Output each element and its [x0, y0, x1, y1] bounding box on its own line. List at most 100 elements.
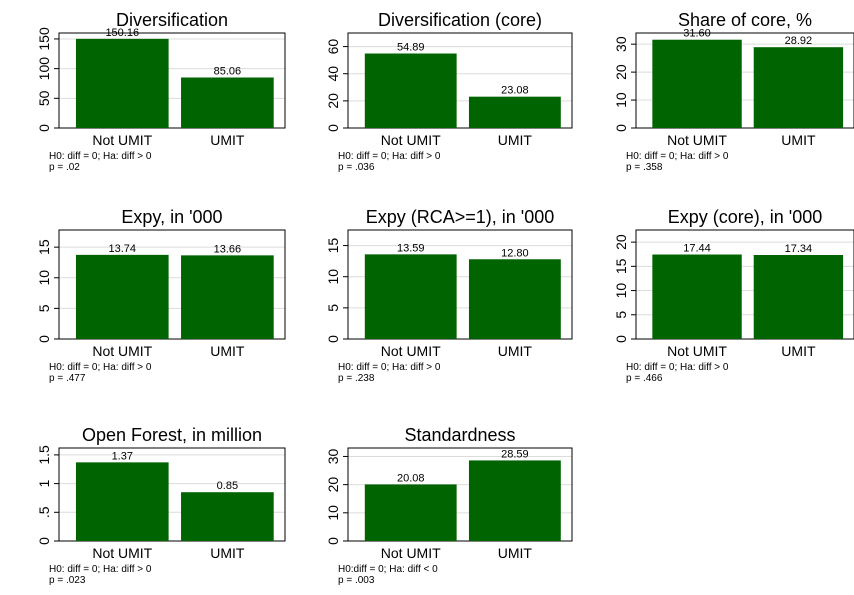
y-tick-label: .5: [36, 506, 52, 518]
bar-value-label: 13.59: [397, 242, 425, 254]
y-tick-label: 150: [36, 27, 52, 51]
y-tick-label: 100: [36, 57, 52, 81]
y-tick-label: 15: [613, 258, 629, 274]
y-tick-label: 0: [36, 537, 52, 545]
bar: [181, 255, 274, 339]
p-value-note: p = .023: [49, 575, 86, 586]
bar-value-label: 20.08: [397, 472, 425, 484]
category-label: UMIT: [781, 343, 816, 359]
y-tick-label: 0: [36, 335, 52, 343]
bar-value-label: 23.08: [501, 85, 529, 97]
bar: [753, 47, 844, 128]
chart-panel-4: 0 5 10 15 13.74 Not UMIT 13.66 UMIT Expy, in '00…: [36, 207, 286, 384]
bar: [75, 462, 169, 541]
bar: [468, 259, 561, 339]
bar-value-label: 54.89: [397, 42, 425, 54]
y-tick-label: 10: [613, 92, 629, 108]
y-tick-label: 40: [325, 66, 341, 82]
category-label: UMIT: [210, 343, 245, 359]
p-value-note: p = .466: [626, 373, 663, 384]
category-label: Not UMIT: [667, 343, 727, 359]
plot-frame: [635, 229, 854, 340]
bar: [753, 254, 844, 339]
y-tick-label: 10: [613, 283, 629, 299]
category-label: Not UMIT: [92, 132, 152, 148]
category-label: UMIT: [210, 132, 245, 148]
bar: [75, 38, 169, 128]
category-label: Not UMIT: [381, 132, 441, 148]
y-tick-label: 10: [325, 269, 341, 285]
y-tick-label: 30: [325, 448, 341, 464]
bar-value-label: 28.59: [501, 448, 529, 460]
panel-title: Open Forest, in million: [82, 425, 262, 445]
bar: [364, 484, 457, 541]
panel-title: Diversification: [116, 10, 228, 30]
chart-panel-7: 0 .5 1 1.5 1.37 Not UMIT 0.85 UMIT Open Forest, …: [36, 425, 286, 586]
y-tick-label: 0: [325, 335, 341, 343]
bar: [364, 254, 457, 339]
bar: [181, 492, 274, 541]
bar: [652, 39, 742, 128]
y-tick-label: 20: [613, 64, 629, 80]
test-note: H0:diff = 0; Ha: diff < 0: [338, 564, 438, 575]
test-note: H0: diff = 0; Ha: diff > 0: [626, 362, 729, 373]
y-tick-label: 1.5: [36, 445, 52, 465]
y-tick-label: 0: [36, 124, 52, 132]
bar: [468, 460, 561, 541]
bar: [468, 96, 561, 128]
bar: [364, 53, 457, 129]
category-label: UMIT: [498, 343, 533, 359]
bar-value-label: 13.66: [214, 243, 242, 255]
p-value-note: p = .238: [338, 373, 375, 384]
bar: [652, 254, 742, 339]
p-value-note: p = .477: [49, 373, 86, 384]
y-tick-label: 1: [36, 479, 52, 487]
plot-frame: [635, 32, 854, 129]
bar-value-label: 150.16: [105, 27, 139, 39]
test-note: H0: diff = 0; Ha: diff > 0: [49, 151, 152, 162]
y-tick-label: 30: [613, 36, 629, 52]
y-tick-label: 10: [325, 505, 341, 521]
plot-frame: [58, 32, 286, 129]
bar-value-label: 12.80: [501, 247, 529, 259]
bar-value-label: 85.06: [214, 65, 242, 77]
y-tick-label: 60: [325, 39, 341, 55]
category-label: Not UMIT: [381, 343, 441, 359]
test-note: H0: diff = 0; Ha: diff > 0: [49, 564, 152, 575]
y-tick-label: 20: [325, 477, 341, 493]
bar-value-label: 31.60: [683, 28, 711, 40]
bar-value-label: 28.92: [785, 35, 813, 47]
bar-value-label: 0.85: [217, 480, 238, 492]
plot-frame: [347, 32, 573, 129]
y-tick-label: 50: [36, 90, 52, 106]
y-tick-label: 15: [325, 238, 341, 254]
category-label: Not UMIT: [92, 343, 152, 359]
panel-title: Standardness: [404, 425, 515, 445]
category-label: UMIT: [210, 545, 245, 561]
y-tick-label: 5: [613, 311, 629, 319]
p-value-note: p = .02: [49, 162, 80, 173]
test-note: H0: diff = 0; Ha: diff > 0: [338, 151, 441, 162]
p-value-note: p = .036: [338, 162, 375, 173]
bar: [75, 254, 169, 339]
panel-title: Diversification (core): [378, 10, 542, 30]
plot-frame: [58, 229, 286, 340]
panel-title: Expy (core), in '000: [668, 207, 823, 227]
chart-panel-2: 0 20 40 60 54.89 Not UMIT 23.08 UMIT Diversifica…: [325, 10, 573, 173]
y-tick-label: 5: [36, 304, 52, 312]
panel-title: Share of core, %: [678, 10, 812, 30]
test-note: H0: diff = 0; Ha: diff > 0: [49, 362, 152, 373]
category-label: UMIT: [498, 545, 533, 561]
bar-value-label: 13.74: [109, 243, 137, 255]
category-label: Not UMIT: [92, 545, 152, 561]
bar-value-label: 1.37: [112, 450, 133, 462]
category-label: Not UMIT: [381, 545, 441, 561]
category-label: UMIT: [498, 132, 533, 148]
plot-frame: [347, 447, 573, 542]
chart-panel-1: 0 50 100 150 150.16 Not UMIT 85.06 UMIT Diversif…: [36, 10, 286, 173]
category-label: Not UMIT: [667, 132, 727, 148]
category-label: UMIT: [781, 132, 816, 148]
test-note: H0: diff = 0; Ha: diff > 0: [626, 151, 729, 162]
y-tick-label: 0: [613, 124, 629, 132]
